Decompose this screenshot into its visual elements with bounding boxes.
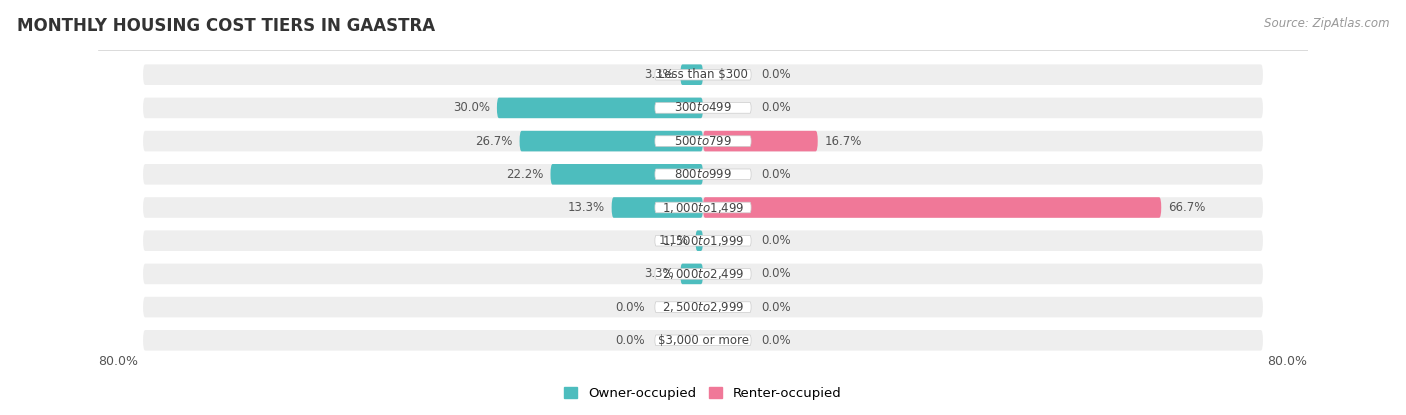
- FancyBboxPatch shape: [655, 302, 751, 312]
- Text: $300 to $499: $300 to $499: [673, 101, 733, 115]
- FancyBboxPatch shape: [143, 197, 1263, 218]
- Text: 30.0%: 30.0%: [453, 101, 491, 115]
- Text: $500 to $799: $500 to $799: [673, 134, 733, 148]
- Text: 0.0%: 0.0%: [762, 68, 792, 81]
- FancyBboxPatch shape: [681, 264, 703, 284]
- Text: Source: ZipAtlas.com: Source: ZipAtlas.com: [1264, 17, 1389, 29]
- Text: 0.0%: 0.0%: [762, 334, 792, 347]
- Text: 0.0%: 0.0%: [762, 234, 792, 247]
- FancyBboxPatch shape: [143, 64, 1263, 85]
- Text: 0.0%: 0.0%: [614, 334, 644, 347]
- FancyBboxPatch shape: [655, 202, 751, 213]
- FancyBboxPatch shape: [655, 103, 751, 113]
- FancyBboxPatch shape: [143, 164, 1263, 185]
- FancyBboxPatch shape: [551, 164, 703, 185]
- FancyBboxPatch shape: [655, 136, 751, 146]
- FancyBboxPatch shape: [655, 69, 751, 80]
- Legend: Owner-occupied, Renter-occupied: Owner-occupied, Renter-occupied: [564, 387, 842, 400]
- Text: Less than $300: Less than $300: [658, 68, 748, 81]
- FancyBboxPatch shape: [143, 297, 1263, 317]
- Text: 16.7%: 16.7%: [824, 134, 862, 148]
- FancyBboxPatch shape: [655, 169, 751, 180]
- Text: 80.0%: 80.0%: [98, 355, 138, 369]
- Text: $1,000 to $1,499: $1,000 to $1,499: [662, 200, 744, 215]
- Text: 22.2%: 22.2%: [506, 168, 544, 181]
- FancyBboxPatch shape: [703, 131, 818, 151]
- Text: 80.0%: 80.0%: [1268, 355, 1308, 369]
- Text: $1,500 to $1,999: $1,500 to $1,999: [662, 234, 744, 248]
- Text: 0.0%: 0.0%: [762, 101, 792, 115]
- FancyBboxPatch shape: [143, 131, 1263, 151]
- Text: $800 to $999: $800 to $999: [673, 168, 733, 181]
- Text: 0.0%: 0.0%: [614, 300, 644, 314]
- Text: $3,000 or more: $3,000 or more: [658, 334, 748, 347]
- Text: $2,000 to $2,499: $2,000 to $2,499: [662, 267, 744, 281]
- FancyBboxPatch shape: [496, 98, 703, 118]
- FancyBboxPatch shape: [143, 230, 1263, 251]
- Text: 1.1%: 1.1%: [658, 234, 689, 247]
- FancyBboxPatch shape: [655, 269, 751, 279]
- FancyBboxPatch shape: [143, 98, 1263, 118]
- Text: 0.0%: 0.0%: [762, 300, 792, 314]
- FancyBboxPatch shape: [655, 235, 751, 246]
- FancyBboxPatch shape: [612, 197, 703, 218]
- Text: 0.0%: 0.0%: [762, 168, 792, 181]
- FancyBboxPatch shape: [703, 197, 1161, 218]
- FancyBboxPatch shape: [143, 330, 1263, 351]
- Text: $2,500 to $2,999: $2,500 to $2,999: [662, 300, 744, 314]
- FancyBboxPatch shape: [696, 230, 703, 251]
- FancyBboxPatch shape: [655, 335, 751, 346]
- FancyBboxPatch shape: [520, 131, 703, 151]
- Text: 0.0%: 0.0%: [762, 267, 792, 281]
- Text: 3.3%: 3.3%: [644, 267, 673, 281]
- FancyBboxPatch shape: [681, 64, 703, 85]
- Text: 3.3%: 3.3%: [644, 68, 673, 81]
- Text: 13.3%: 13.3%: [568, 201, 605, 214]
- FancyBboxPatch shape: [143, 264, 1263, 284]
- Text: 66.7%: 66.7%: [1168, 201, 1205, 214]
- FancyBboxPatch shape: [139, 56, 1267, 359]
- Text: MONTHLY HOUSING COST TIERS IN GAASTRA: MONTHLY HOUSING COST TIERS IN GAASTRA: [17, 17, 434, 34]
- Text: 26.7%: 26.7%: [475, 134, 513, 148]
